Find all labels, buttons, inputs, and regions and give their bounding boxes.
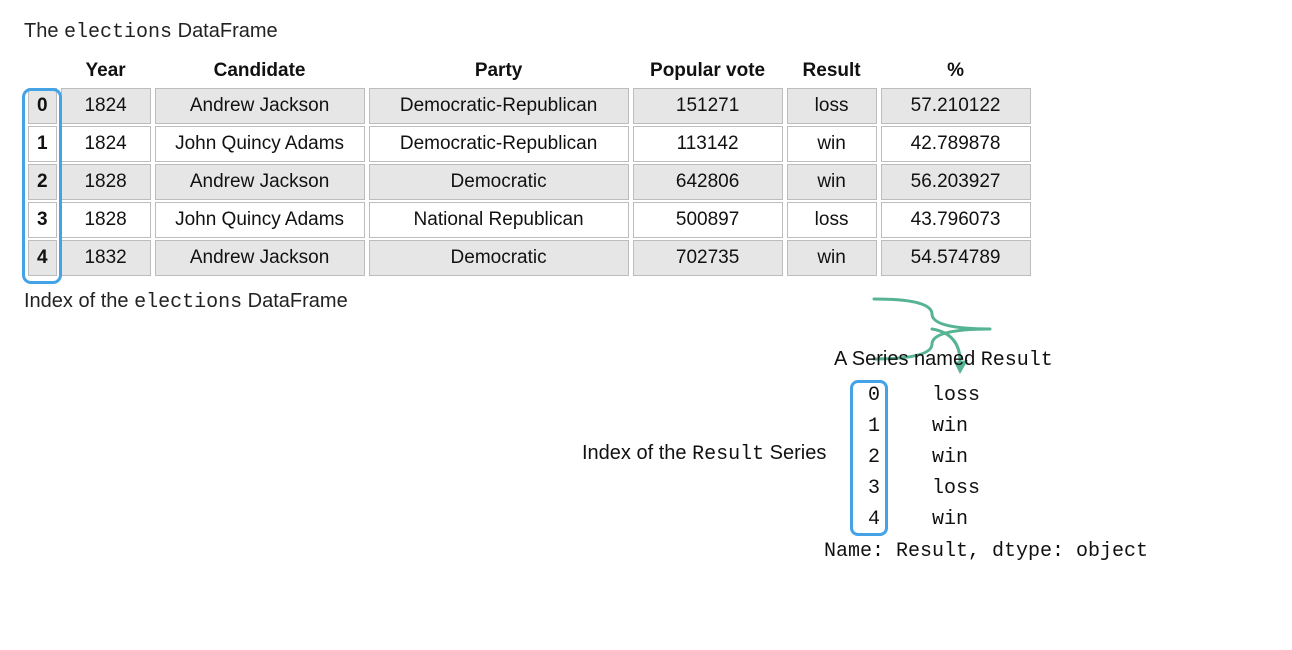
header-candidate: Candidate bbox=[155, 56, 365, 86]
cell-result: win bbox=[787, 164, 877, 200]
series-row-value: win bbox=[892, 442, 968, 473]
cell-result: loss bbox=[787, 202, 877, 238]
table-row: 21828Andrew JacksonDemocratic642806win56… bbox=[28, 164, 1031, 200]
cell-popular-vote: 702735 bbox=[633, 240, 783, 276]
cell-party: Democratic bbox=[369, 240, 629, 276]
table-row: 01824Andrew JacksonDemocratic-Republican… bbox=[28, 88, 1031, 124]
cell-candidate: John Quincy Adams bbox=[155, 202, 365, 238]
cell-candidate: John Quincy Adams bbox=[155, 126, 365, 162]
caption-code: elections bbox=[134, 291, 242, 314]
header-percent: % bbox=[881, 56, 1031, 86]
series-idx-label-prefix: Index of the bbox=[582, 442, 692, 464]
cell-popular-vote: 642806 bbox=[633, 164, 783, 200]
cell-party: Democratic-Republican bbox=[369, 88, 629, 124]
cell-percent: 56.203927 bbox=[881, 164, 1031, 200]
series-title: A Series named Result bbox=[834, 348, 1053, 372]
cell-party: National Republican bbox=[369, 202, 629, 238]
caption-suffix: DataFrame bbox=[242, 290, 348, 312]
cell-popular-vote: 500897 bbox=[633, 202, 783, 238]
row-index: 0 bbox=[28, 88, 57, 124]
cell-percent: 57.210122 bbox=[881, 88, 1031, 124]
elections-table: Year Candidate Party Popular vote Result… bbox=[24, 54, 1035, 278]
row-index: 4 bbox=[28, 240, 57, 276]
cell-candidate: Andrew Jackson bbox=[155, 164, 365, 200]
cell-candidate: Andrew Jackson bbox=[155, 240, 365, 276]
header-row: Year Candidate Party Popular vote Result… bbox=[28, 56, 1031, 86]
series-title-prefix: A Series named bbox=[834, 348, 981, 370]
cell-year: 1824 bbox=[61, 88, 151, 124]
cell-year: 1828 bbox=[61, 164, 151, 200]
table-row: 11824John Quincy AdamsDemocratic-Republi… bbox=[28, 126, 1031, 162]
series-index-highlight-box bbox=[850, 380, 888, 536]
title-code: elections bbox=[64, 21, 172, 44]
header-result: Result bbox=[787, 56, 877, 86]
table-row: 41832Andrew JacksonDemocratic702735win54… bbox=[28, 240, 1031, 276]
series-idx-label-suffix: Series bbox=[764, 442, 826, 464]
cell-popular-vote: 113142 bbox=[633, 126, 783, 162]
caption-prefix: Index of the bbox=[24, 290, 134, 312]
cell-result: loss bbox=[787, 88, 877, 124]
cell-party: Democratic bbox=[369, 164, 629, 200]
cell-party: Democratic-Republican bbox=[369, 126, 629, 162]
title-prefix: The bbox=[24, 20, 64, 42]
table-row: 31828John Quincy AdamsNational Republica… bbox=[28, 202, 1031, 238]
series-row-value: win bbox=[892, 504, 968, 535]
series-idx-label-code: Result bbox=[692, 443, 764, 466]
cell-year: 1824 bbox=[61, 126, 151, 162]
series-row-value: win bbox=[892, 411, 968, 442]
row-index: 2 bbox=[28, 164, 57, 200]
dataframe-wrapper: Year Candidate Party Popular vote Result… bbox=[24, 54, 1268, 278]
header-blank bbox=[28, 56, 57, 86]
cell-result: win bbox=[787, 240, 877, 276]
cell-candidate: Andrew Jackson bbox=[155, 88, 365, 124]
cell-percent: 42.789878 bbox=[881, 126, 1031, 162]
cell-year: 1832 bbox=[61, 240, 151, 276]
header-year: Year bbox=[61, 56, 151, 86]
series-area: A Series named Result 0loss1win2win3loss… bbox=[24, 344, 1268, 604]
title-suffix: DataFrame bbox=[172, 20, 278, 42]
series-meta-line: Name: Result, dtype: object bbox=[824, 540, 1148, 563]
cell-result: win bbox=[787, 126, 877, 162]
cell-percent: 43.796073 bbox=[881, 202, 1031, 238]
series-row-value: loss bbox=[892, 380, 980, 411]
header-popular-vote: Popular vote bbox=[633, 56, 783, 86]
cell-percent: 54.574789 bbox=[881, 240, 1031, 276]
row-index: 3 bbox=[28, 202, 57, 238]
dataframe-title: The elections DataFrame bbox=[24, 20, 1268, 44]
dataframe-index-caption: Index of the elections DataFrame bbox=[24, 290, 1268, 314]
cell-popular-vote: 151271 bbox=[633, 88, 783, 124]
series-title-code: Result bbox=[981, 349, 1053, 372]
series-index-label: Index of the Result Series bbox=[582, 442, 826, 466]
series-row-value: loss bbox=[892, 473, 980, 504]
cell-year: 1828 bbox=[61, 202, 151, 238]
row-index: 1 bbox=[28, 126, 57, 162]
header-party: Party bbox=[369, 56, 629, 86]
